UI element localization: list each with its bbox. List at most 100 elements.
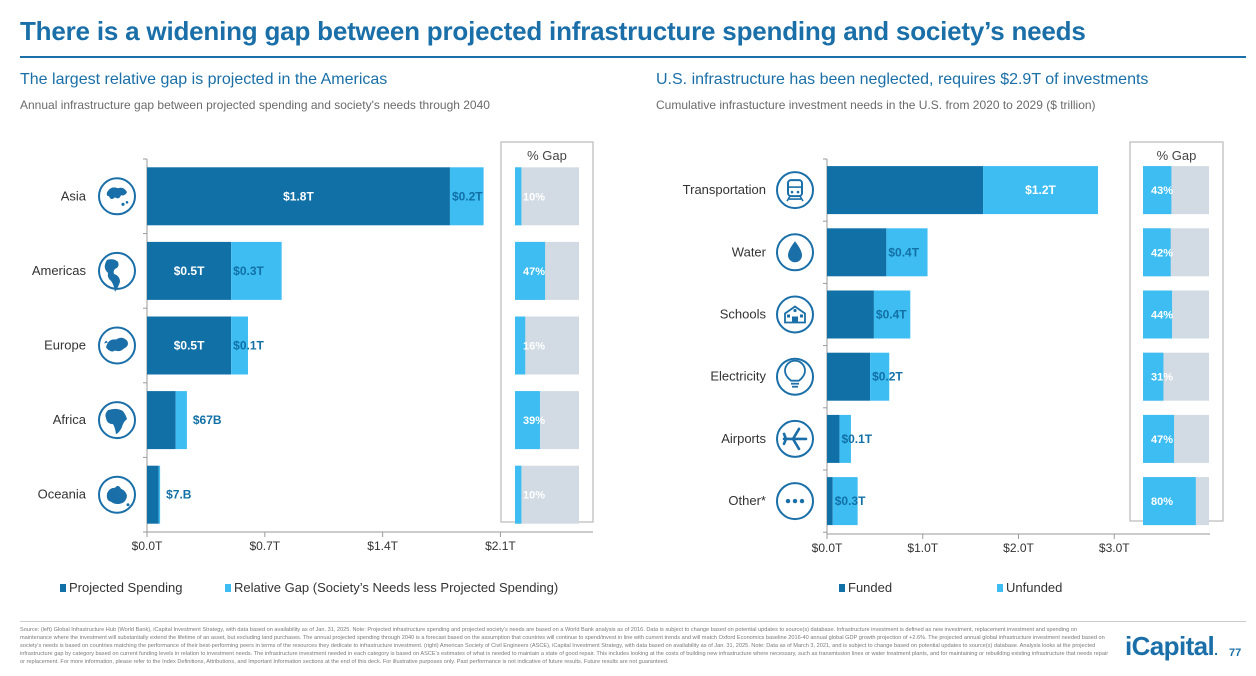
right-chart-subtitle: Cumulative infrastucture investment need…	[656, 98, 1096, 112]
left-bar-gap	[158, 465, 161, 524]
left-pct-gap-label: 16%	[523, 341, 545, 353]
americas-map-icon	[98, 251, 136, 292]
right-category-label: Schools	[720, 307, 767, 322]
right-pct-gap-track	[1143, 290, 1209, 339]
logo-mark: .	[1214, 642, 1218, 658]
left-pct-gap-label: 47%	[523, 266, 545, 278]
left-bar-gap	[231, 241, 282, 300]
title-divider	[20, 56, 1246, 58]
oceania-map-icon	[98, 475, 136, 514]
left-pct-gap-label: 39%	[523, 415, 545, 427]
africa-map-icon	[98, 401, 136, 440]
left-pct-gap-label: 10%	[523, 490, 545, 502]
right-bar-unfunded	[832, 477, 858, 526]
right-pct-gap-fill	[1143, 228, 1171, 277]
right-bar-funded	[827, 352, 871, 401]
left-pct-gap-track	[515, 241, 579, 300]
right-unfunded-label: $1.2T	[1025, 183, 1056, 197]
left-x-tick-label: $2.1T	[485, 539, 516, 553]
right-pct-gap-label: 43%	[1151, 185, 1173, 197]
footer-divider	[20, 621, 1246, 622]
right-category-label: Electricity	[710, 369, 766, 384]
icapital-logo: iCapital.	[1125, 631, 1218, 662]
right-pct-gap-track	[1143, 352, 1209, 401]
left-bar-projected	[147, 316, 232, 375]
train-icon	[776, 171, 814, 210]
right-category-label: Airports	[721, 431, 766, 446]
left-bar-gap	[231, 316, 248, 375]
left-chart-title: The largest relative gap is projected in…	[20, 71, 388, 88]
right-legend-label: Funded	[848, 580, 892, 595]
right-legend-swatch	[839, 584, 845, 592]
right-bar-unfunded	[839, 414, 851, 463]
right-unfunded-label: $0.2T	[872, 370, 903, 384]
right-bar-funded	[827, 228, 887, 277]
left-gap-label: $7.B	[166, 488, 192, 502]
right-pct-gap-fill	[1143, 352, 1164, 401]
right-unfunded-label: $0.3T	[835, 494, 866, 508]
left-bar-projected	[147, 391, 176, 450]
right-bar-funded	[827, 166, 984, 215]
left-pct-gap-title: % Gap	[527, 148, 567, 163]
right-pct-gap-fill	[1143, 477, 1196, 526]
left-x-tick-label: $1.4T	[367, 539, 398, 553]
lightbulb-icon	[776, 357, 814, 396]
right-unfunded-label: $0.1T	[841, 432, 872, 446]
right-x-tick-label: $3.0T	[1099, 541, 1130, 555]
left-pct-gap-fill	[515, 316, 526, 375]
left-category-label: Oceania	[38, 487, 87, 502]
right-unfunded-label: $0.4T	[888, 245, 919, 259]
left-bar-gap	[449, 167, 484, 226]
left-legend-swatch	[225, 584, 231, 592]
right-x-tick-label: $0.0T	[812, 541, 843, 555]
left-bar-gap	[175, 391, 187, 450]
left-legend-swatch	[60, 584, 66, 592]
right-legend-label: Unfunded	[1006, 580, 1062, 595]
left-projected-label: $0.5T	[174, 264, 205, 278]
right-unfunded-label: $0.4T	[876, 308, 907, 322]
left-pct-gap-track	[515, 465, 579, 524]
right-bar-unfunded	[870, 352, 890, 401]
right-pct-gap-fill	[1143, 166, 1172, 215]
left-pct-gap-track	[515, 316, 579, 375]
right-pct-gap-box	[1129, 141, 1224, 522]
right-pct-gap-label: 80%	[1151, 496, 1173, 508]
right-bar-funded	[827, 290, 874, 339]
right-bar-funded	[827, 414, 840, 463]
source-footnote: Source: (left) Global Infrastructure Hub…	[20, 627, 1109, 665]
right-pct-gap-track	[1143, 414, 1209, 463]
right-pct-gap-label: 47%	[1151, 434, 1173, 446]
page-title: There is a widening gap between projecte…	[20, 16, 1086, 46]
right-pct-gap-label: 42%	[1151, 247, 1173, 259]
right-bar-funded	[827, 477, 833, 526]
left-category-label: Americas	[32, 263, 87, 278]
right-x-tick-label: $2.0T	[1003, 541, 1034, 555]
right-legend-swatch	[997, 584, 1003, 592]
school-building-icon	[776, 295, 814, 334]
left-gap-label: $0.1T	[233, 339, 264, 353]
right-bar-unfunded	[886, 228, 928, 277]
europe-map-icon	[98, 326, 136, 365]
left-bar-projected	[147, 167, 450, 226]
left-pct-gap-fill	[515, 391, 540, 450]
left-gap-label: $67B	[193, 413, 222, 427]
right-pct-gap-track	[1143, 477, 1209, 526]
water-drop-icon	[776, 233, 814, 272]
right-pct-gap-title: % Gap	[1157, 148, 1197, 163]
left-legend-label: Relative Gap (Society’s Needs less Proje…	[234, 580, 558, 595]
left-pct-gap-label: 10%	[523, 191, 545, 203]
right-pct-gap-fill	[1143, 290, 1173, 339]
logo-text: iCapital	[1125, 631, 1215, 661]
left-pct-gap-fill	[515, 465, 522, 524]
left-pct-gap-fill	[515, 241, 546, 300]
right-chart-title: U.S. infrastructure has been neglected, …	[656, 71, 1149, 88]
left-category-label: Asia	[61, 188, 87, 203]
asia-map-icon	[98, 177, 136, 216]
right-category-label: Water	[732, 244, 767, 259]
left-gap-label: $0.3T	[233, 264, 264, 278]
right-pct-gap-track	[1143, 228, 1209, 277]
airplane-icon	[776, 419, 814, 458]
left-projected-label: $1.8T	[283, 189, 314, 203]
right-pct-gap-track	[1143, 166, 1209, 215]
left-bar-projected	[147, 241, 232, 300]
